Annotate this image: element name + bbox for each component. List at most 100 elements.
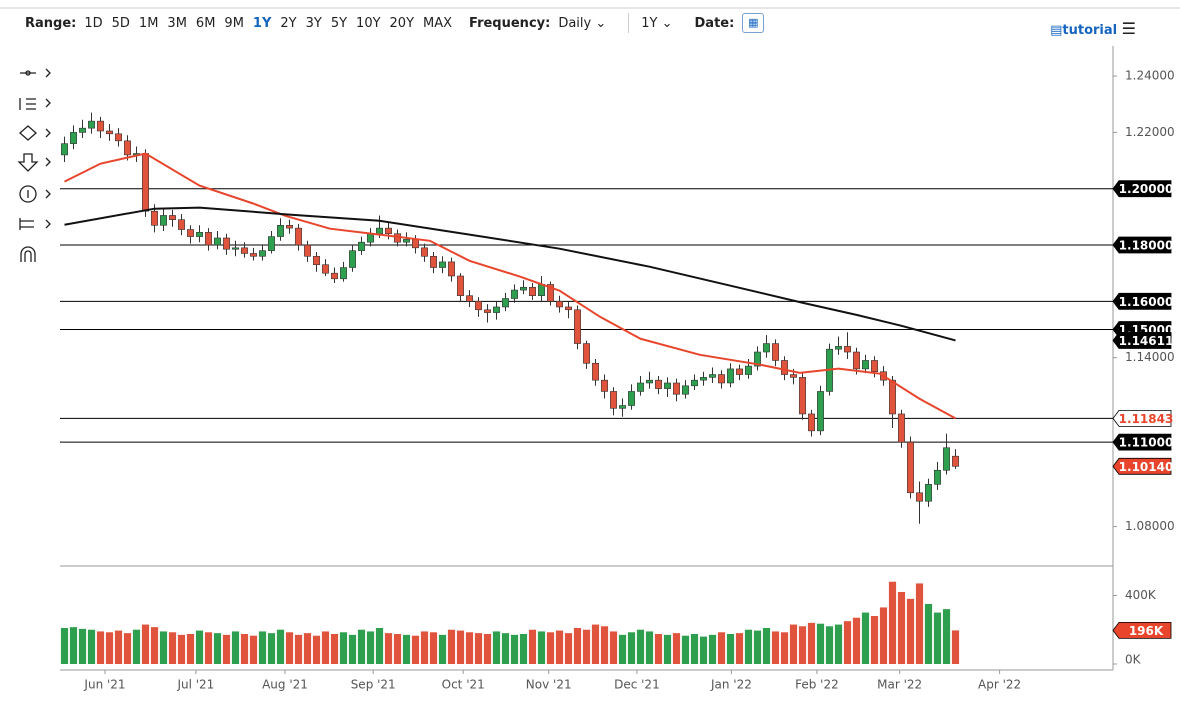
divider <box>628 13 630 33</box>
candle-body <box>403 239 410 243</box>
range-option[interactable]: 10Y <box>356 15 381 31</box>
last-volume-label-text: 196K <box>1129 624 1164 638</box>
candle-body <box>142 153 149 212</box>
candle-body <box>475 301 482 311</box>
candle-body <box>376 227 383 235</box>
candle-body <box>466 295 473 302</box>
candle-body <box>538 284 545 296</box>
candle-body <box>511 289 518 299</box>
y-tick-label: 1.24000 <box>1125 69 1175 83</box>
y-tick-label: 1.22000 <box>1125 125 1175 139</box>
candle-body <box>277 225 284 237</box>
range-option[interactable]: 5Y <box>330 15 348 31</box>
candle-body <box>592 362 599 381</box>
x-tick-label: Jan '22 <box>710 678 752 692</box>
x-tick-label: Nov '21 <box>526 678 572 692</box>
range-option[interactable]: 9M <box>224 15 244 31</box>
volume-bar <box>744 629 753 664</box>
x-tick-label: Dec '21 <box>614 678 660 692</box>
candle-body <box>124 140 131 156</box>
volume-bar <box>303 633 312 664</box>
candle-body <box>709 374 716 378</box>
volume-bar <box>105 632 114 664</box>
volume-bar <box>132 629 141 664</box>
volume-bar <box>609 631 618 664</box>
candle-body <box>79 127 86 133</box>
candle-body <box>115 133 122 142</box>
volume-bar <box>402 634 411 664</box>
candle-body <box>178 219 185 230</box>
range-option[interactable]: 20Y <box>389 15 415 31</box>
volume-bar <box>447 629 456 664</box>
period-select[interactable]: 1Y ⌄ <box>641 15 673 31</box>
volume-bar <box>726 634 735 664</box>
candle-body <box>862 360 869 370</box>
candle-body <box>646 379 653 384</box>
candle-body <box>754 351 761 367</box>
volume-bar <box>474 633 483 664</box>
y-tick-label: 1.08000 <box>1125 519 1175 533</box>
candle-body <box>763 343 770 353</box>
volume-bar <box>582 629 591 664</box>
date-button[interactable]: ▦ <box>742 13 765 33</box>
volume-bar <box>798 626 807 664</box>
range-option[interactable]: 1M <box>138 15 159 31</box>
volume-bar <box>852 617 861 664</box>
range-option[interactable]: 3Y <box>305 15 322 31</box>
volume-bar <box>519 634 528 664</box>
range-option[interactable]: 3M <box>167 15 187 31</box>
candle-body <box>268 236 275 251</box>
candle-body <box>286 225 293 229</box>
volume-bar <box>420 631 429 664</box>
volume-bar <box>618 634 627 664</box>
volume-bar <box>915 583 924 664</box>
last-volume-label: 196K <box>1112 622 1172 639</box>
range-option[interactable]: MAX <box>423 15 453 31</box>
candle-body <box>358 241 365 251</box>
candle-body <box>808 413 815 432</box>
volume-tick-label: 0K <box>1125 653 1142 667</box>
candle-body <box>871 360 878 373</box>
x-tick-label: Apr '22 <box>978 678 1021 692</box>
level-label-box <box>1112 409 1172 427</box>
level-label-text: 1.16000 <box>1119 295 1174 309</box>
candle-body <box>250 253 257 257</box>
candle-body <box>205 232 212 246</box>
volume-bar <box>699 636 708 664</box>
candle-body <box>601 379 608 392</box>
level-label: 1.11000 <box>1112 433 1173 451</box>
candle-body <box>295 227 302 246</box>
level-label-box <box>1112 236 1172 254</box>
volume-bar <box>231 631 240 664</box>
range-option[interactable]: 1Y <box>252 15 272 31</box>
volume-bar <box>600 626 609 664</box>
volume-bar <box>789 624 798 664</box>
candle-body <box>214 237 221 246</box>
candle-body <box>943 447 950 471</box>
range-option[interactable]: 1D <box>84 15 103 31</box>
frequency-select[interactable]: Daily ⌄ <box>558 15 607 31</box>
tutorial-link[interactable]: ▤tutorial ☰ <box>1050 19 1136 38</box>
volume-bar <box>186 634 195 664</box>
volume-bar <box>483 634 492 664</box>
range-option[interactable]: 5D <box>111 15 130 31</box>
drawing-tools[interactable] <box>17 68 51 262</box>
ma200-label-text: 1.14611 <box>1119 334 1174 348</box>
volume-bar <box>645 631 654 664</box>
range-option[interactable]: 2Y <box>280 15 297 31</box>
range-option[interactable]: 6M <box>195 15 216 31</box>
moving-average <box>64 152 956 420</box>
volume-bar <box>96 631 105 664</box>
volume-bar <box>807 622 816 664</box>
volume-bar <box>870 616 879 664</box>
volume-bar <box>150 627 159 664</box>
volume-bar <box>834 624 843 664</box>
volume-bar <box>123 633 132 664</box>
candle-body <box>664 382 671 389</box>
volume-bar <box>816 623 825 664</box>
candle-body <box>304 244 311 257</box>
volume-bar <box>861 612 870 664</box>
candle-body <box>565 306 572 311</box>
level-label: 1.16000 <box>1112 292 1174 310</box>
candle-body <box>97 120 104 132</box>
